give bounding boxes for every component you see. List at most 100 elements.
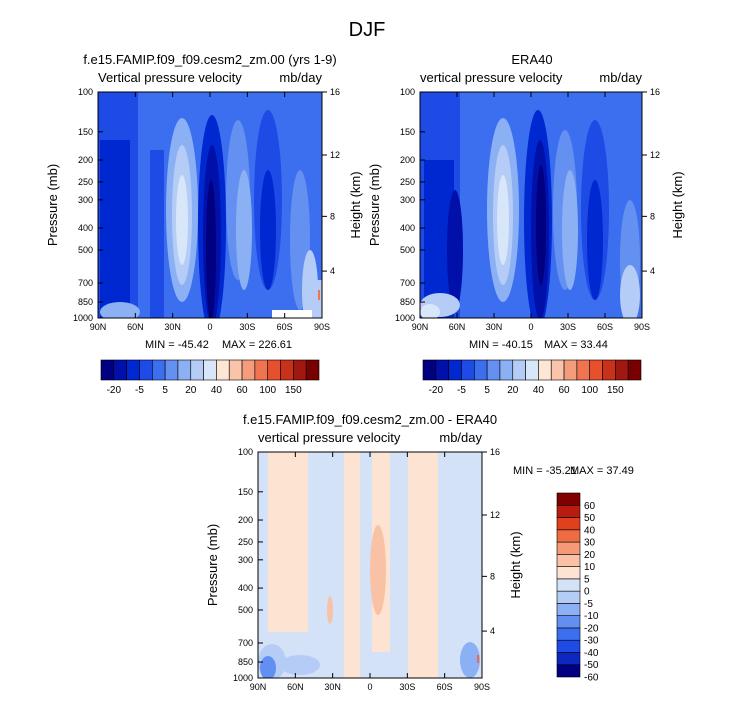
colorbar-box [550, 359, 565, 381]
colorbar-box [203, 359, 217, 381]
colorbar-label: -10 [584, 611, 599, 622]
panel-era40-yaxis-right: 16 12 8 4 [642, 87, 660, 276]
panel-diff-field [258, 452, 482, 678]
colorbar-box [216, 359, 230, 381]
colorbar-box [126, 359, 140, 381]
y-right-tick-label: 16 [490, 447, 500, 457]
panel-era40-max: MAX = 33.44 [544, 339, 608, 351]
colorbar-label: -40 [584, 648, 599, 659]
y-right-tick-label: 12 [330, 150, 340, 160]
y-right-tick-label: 8 [650, 211, 655, 221]
colorbar-box [556, 652, 581, 666]
y-tick-label: 250 [400, 177, 415, 187]
y-right-tick-label: 12 [490, 510, 500, 520]
panel-diff-ylabel: Pressure (mb) [205, 524, 220, 606]
y-tick-label: 200 [238, 515, 253, 525]
colorbar-box [267, 359, 281, 381]
panel-model-ylabel-right: Height (km) [348, 171, 363, 238]
x-tick-label: 60S [597, 322, 613, 332]
panel-model-left-label: Vertical pressure velocity [98, 70, 242, 85]
y-tick-label: 150 [400, 127, 415, 137]
colorbar-box [615, 359, 629, 381]
colorbar-label: 40 [211, 385, 223, 396]
y-right-tick-label: 16 [330, 87, 340, 97]
colorbar-box [151, 359, 166, 381]
y-right-tick-label: 4 [490, 626, 495, 636]
colorbar-box [139, 359, 153, 381]
panel-diff-left-label: vertical pressure velocity [258, 430, 401, 445]
y-tick-label: 100 [238, 447, 253, 457]
colorbar-box [556, 492, 581, 506]
colorbar-box [556, 664, 581, 678]
colorbar-box [627, 359, 642, 381]
y-tick-label: 300 [78, 195, 93, 205]
y-tick-label: 1000 [395, 313, 415, 323]
colorbar-label: 100 [581, 385, 598, 396]
colorbar-box [486, 359, 501, 381]
colorbar-label: 40 [533, 385, 545, 396]
y-tick-label: 1000 [73, 313, 93, 323]
colorbar-label: 30 [584, 538, 596, 549]
x-tick-label: 30S [399, 682, 415, 692]
x-tick-label: 30S [239, 322, 255, 332]
figure-title: DJF [349, 19, 386, 41]
panel-diff-yaxis-right: 16 12 8 4 [482, 447, 500, 636]
y-tick-label: 200 [400, 155, 415, 165]
panel-model-colorbar: -20 -5 5 20 40 60 100 150 [100, 359, 320, 396]
colorbar-label: 150 [607, 385, 624, 396]
y-tick-label: 100 [78, 87, 93, 97]
colorbar-label: -5 [135, 385, 144, 396]
y-tick-label: 850 [400, 297, 415, 307]
y-tick-label: 700 [238, 638, 253, 648]
x-tick-label: 90N [90, 322, 107, 332]
y-tick-label: 100 [400, 87, 415, 97]
colorbar-box [538, 359, 552, 381]
colorbar-box [556, 517, 581, 531]
colorbar-box [499, 359, 514, 381]
colorbar-label: 20 [507, 385, 519, 396]
colorbar-box [241, 359, 256, 381]
panel-era40-ylabel-right: Height (km) [670, 171, 685, 238]
colorbar-box [293, 359, 307, 381]
y-tick-label: 500 [238, 605, 253, 615]
y-right-tick-label: 4 [330, 266, 335, 276]
panel-diff-title: f.e15.FAMIP.f09_f09.cesm2_zm.00 - ERA40 [243, 412, 497, 427]
colorbar-label: 20 [185, 385, 197, 396]
panel-era40: ERA40 vertical pressure velocity mb/day … [367, 52, 685, 396]
y-right-tick-label: 4 [650, 266, 655, 276]
colorbar-label: -50 [584, 660, 599, 671]
panel-era40-title: ERA40 [511, 52, 552, 67]
panel-era40-field [420, 92, 642, 318]
y-tick-label: 400 [78, 223, 93, 233]
x-tick-label: 60N [287, 682, 304, 692]
colorbar-box [589, 359, 603, 381]
colorbar-box [525, 359, 539, 381]
y-tick-label: 200 [78, 155, 93, 165]
y-tick-label: 850 [78, 297, 93, 307]
colorbar-box [563, 359, 578, 381]
colorbar-box [228, 359, 243, 381]
colorbar-label: 60 [558, 385, 570, 396]
panel-era40-yaxis: 100 150 200 250 300 400 500 700 850 1000 [395, 87, 425, 323]
y-tick-label: 400 [238, 583, 253, 593]
colorbar-box [556, 603, 581, 616]
colorbar-box [422, 359, 437, 381]
panel-era40-min: MIN = -40.15 [469, 339, 533, 351]
x-tick-label: 90N [250, 682, 267, 692]
x-tick-label: 60S [437, 682, 453, 692]
colorbar-label: 10 [584, 562, 596, 573]
colorbar-label: 150 [285, 385, 302, 396]
colorbar-box [305, 359, 320, 381]
colorbar-box [556, 541, 581, 555]
y-right-tick-label: 8 [490, 571, 495, 581]
panel-era40-ylabel: Pressure (mb) [367, 164, 382, 246]
panel-model-ylabel: Pressure (mb) [45, 164, 60, 246]
y-tick-label: 250 [238, 537, 253, 547]
y-tick-label: 300 [238, 555, 253, 565]
panel-model-xaxis: 90N 60N 30N 0 30S 60S 90S [90, 92, 330, 332]
panel-model-field [98, 92, 322, 318]
colorbar-box [113, 359, 127, 381]
y-tick-label: 300 [400, 195, 415, 205]
y-right-tick-label: 8 [330, 211, 335, 221]
